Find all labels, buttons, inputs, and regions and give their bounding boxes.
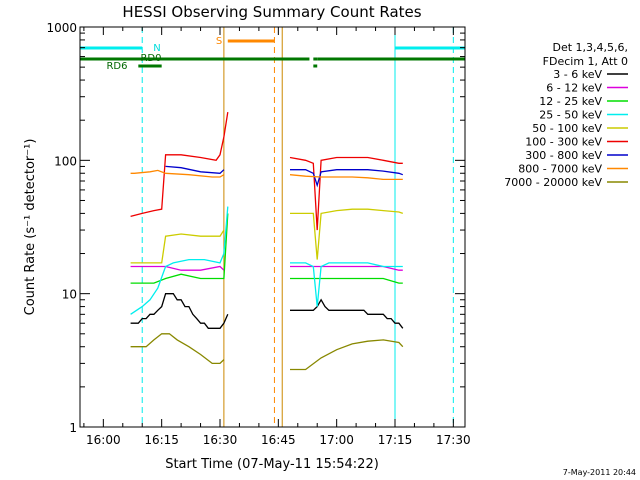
- series-line-10: [130, 111, 229, 218]
- x-tick-label-6: 17:30: [436, 433, 471, 447]
- legend-entry-label-1: 6 - 12 keV: [546, 82, 602, 95]
- series-line-9: [290, 208, 404, 260]
- chart-title: HESSI Observing Summary Count Rates: [122, 3, 421, 21]
- flag-label-rd0: RD0: [140, 53, 161, 64]
- x-axis-label: Start Time (07-May-11 15:54:22): [165, 457, 379, 472]
- y-axis-ticks: 1 10 100 1000: [46, 21, 465, 435]
- series-line-17: [290, 339, 404, 371]
- legend-header-line-1: Det 1,3,4,5,6,: [552, 41, 628, 54]
- legend-header-line-2: FDecim 1, Att 0: [543, 55, 628, 68]
- series-line-11: [289, 156, 403, 231]
- y-tick-label-2: 100: [54, 154, 77, 168]
- x-tick-label-3: 16:45: [261, 433, 296, 447]
- series-lines: [130, 111, 404, 371]
- y-tick-label-0: 1: [69, 421, 77, 435]
- y-tick-label-3: 1000: [46, 21, 77, 35]
- series-line-2: [130, 265, 225, 271]
- legend-entry-label-4: 50 - 100 keV: [532, 122, 602, 135]
- x-tick-label-0: 16:00: [86, 433, 121, 447]
- legend-entry-label-7: 800 - 7000 keV: [518, 163, 602, 176]
- x-tick-label-1: 16:15: [144, 433, 179, 447]
- timestamp: 7-May-2011 20:44: [563, 468, 636, 477]
- plot-frame: [79, 26, 466, 428]
- series-line-8: [130, 229, 225, 264]
- vertical-markers: [79, 27, 454, 427]
- y-tick-label-1: 10: [62, 288, 77, 302]
- x-tick-label-5: 17:15: [378, 433, 413, 447]
- flag-label-rd6: RD6: [106, 61, 127, 72]
- series-line-15: [289, 174, 403, 181]
- x-axis-ticks: 16:00 16:15 16:30 16:45 17:00 17:15 17:30: [83, 27, 471, 447]
- legend-entry-label-6: 300 - 800 keV: [525, 149, 602, 162]
- series-line-6: [130, 206, 229, 315]
- series-line-14: [130, 169, 225, 178]
- legend-entry-label-5: 100 - 300 keV: [525, 136, 602, 149]
- legend-entry-label-2: 12 - 25 keV: [539, 95, 602, 108]
- x-tick-label-2: 16:30: [203, 433, 238, 447]
- flag-bars: [80, 39, 465, 68]
- legend-entry-label-8: 7000 - 20000 keV: [504, 176, 602, 189]
- series-line-1: [290, 298, 404, 329]
- y-axis-label: Count Rate (s⁻¹ detector⁻¹): [23, 139, 38, 316]
- series-line-3: [290, 265, 403, 271]
- x-tick-label-4: 17:00: [319, 433, 354, 447]
- series-line-13: [290, 169, 404, 188]
- series-line-5: [290, 277, 403, 284]
- flag-label-n: N: [153, 43, 160, 54]
- series-line-0: [130, 293, 229, 329]
- series-line-4: [130, 213, 229, 284]
- legend-entry-label-3: 25 - 50 keV: [539, 109, 602, 122]
- legend-entry-label-0: 3 - 6 keV: [553, 68, 602, 81]
- series-line-12: [165, 165, 225, 174]
- series-line-7: [290, 262, 403, 307]
- series-line-16: [130, 333, 225, 365]
- flag-label-s: S: [216, 36, 222, 47]
